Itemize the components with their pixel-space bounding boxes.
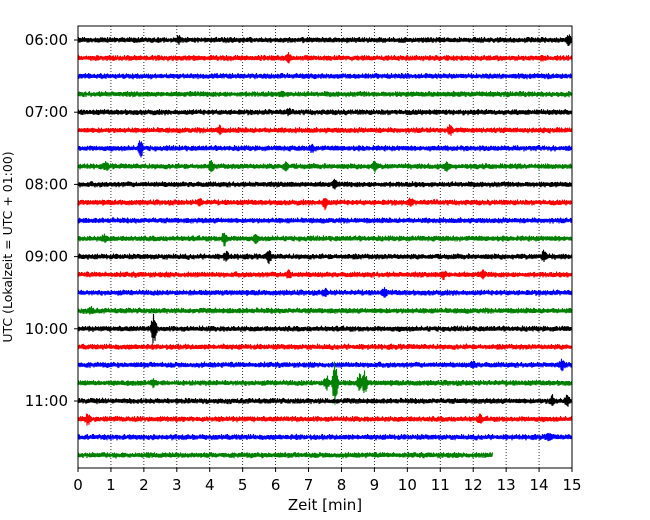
x-tick-label: 1 bbox=[106, 476, 116, 494]
seismogram-trace bbox=[77, 124, 573, 136]
x-tick-label: 2 bbox=[139, 476, 149, 494]
x-axis-ticks: 0 1 2 3 4 5 6 7 8 9 10 11 12 13 14 15 bbox=[73, 468, 582, 494]
seismogram-trace bbox=[77, 52, 573, 64]
seismogram-traces bbox=[77, 34, 573, 459]
y-tick-label: 09:00 bbox=[25, 248, 68, 266]
x-tick-label: 4 bbox=[205, 476, 215, 494]
plot-frame bbox=[77, 25, 573, 469]
seismogram-trace bbox=[77, 433, 573, 442]
x-tick-label: 11 bbox=[431, 476, 450, 494]
seismogram-trace bbox=[77, 249, 573, 265]
y-tick-label: 11:00 bbox=[25, 392, 68, 410]
seismogram-trace bbox=[77, 90, 573, 98]
seismogram-trace bbox=[77, 394, 573, 407]
x-tick-label: 3 bbox=[172, 476, 182, 494]
x-tick-label: 7 bbox=[304, 476, 314, 494]
seismogram-trace bbox=[77, 313, 573, 344]
x-tick-label: 9 bbox=[370, 476, 380, 494]
seismogram-trace bbox=[77, 217, 573, 224]
y-axis-ticks: 06:00 07:00 08:00 09:00 10:00 11:00 bbox=[25, 31, 78, 410]
seismogram-trace bbox=[77, 343, 573, 351]
seismogram-trace bbox=[77, 197, 573, 211]
x-tick-label: 10 bbox=[398, 476, 417, 494]
x-tick-label: 15 bbox=[562, 476, 581, 494]
y-tick-label: 10:00 bbox=[25, 320, 68, 338]
seismogram-trace bbox=[77, 287, 573, 298]
seismogram-trace bbox=[77, 413, 573, 426]
x-tick-label: 12 bbox=[464, 476, 483, 494]
x-tick-label: 6 bbox=[271, 476, 281, 494]
x-tick-label: 14 bbox=[530, 476, 549, 494]
x-tick-label: 13 bbox=[497, 476, 516, 494]
seismogram-trace bbox=[77, 451, 494, 459]
seismogram-trace bbox=[77, 34, 573, 47]
seismogram-trace bbox=[77, 160, 573, 173]
x-axis-label: Zeit [min] bbox=[288, 496, 362, 514]
y-tick-label: 06:00 bbox=[25, 31, 68, 49]
seismogram-trace bbox=[77, 361, 573, 405]
y-tick-label: 08:00 bbox=[25, 175, 68, 193]
seismogram-trace bbox=[77, 232, 573, 247]
seismogram-trace bbox=[77, 358, 573, 372]
seismogram-trace bbox=[77, 140, 573, 158]
y-tick-label: 07:00 bbox=[25, 103, 68, 121]
seismogram-trace bbox=[77, 178, 573, 190]
x-tick-label: 0 bbox=[73, 476, 83, 494]
x-tick-label: 5 bbox=[238, 476, 248, 494]
seismogram-trace bbox=[77, 107, 573, 117]
seismogram-trace bbox=[77, 305, 573, 315]
seismogram-trace bbox=[77, 72, 573, 80]
seismogram-trace bbox=[77, 269, 573, 281]
y-axis-label: UTC (Lokalzeit = UTC + 01:00) bbox=[0, 151, 15, 342]
x-tick-label: 8 bbox=[337, 476, 347, 494]
